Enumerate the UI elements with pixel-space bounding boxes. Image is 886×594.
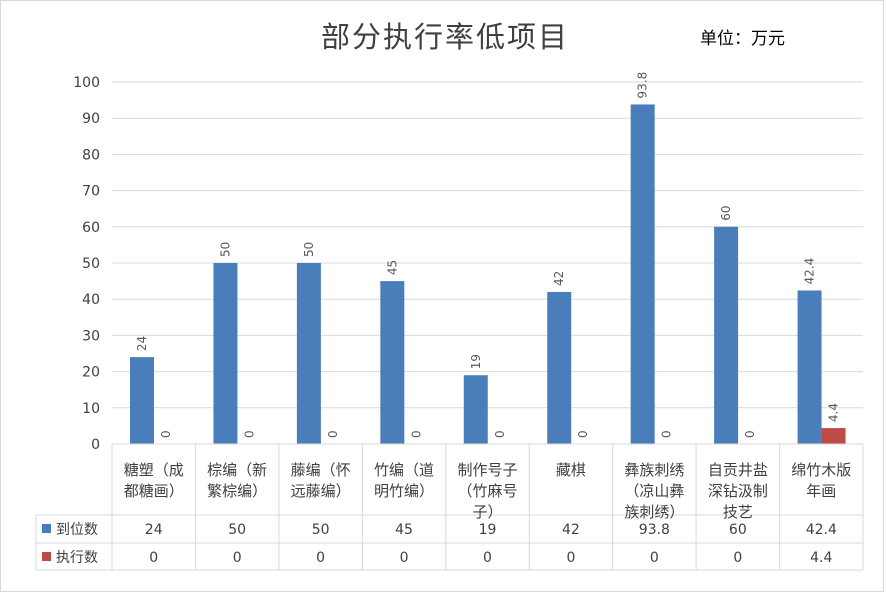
- bar-received-5: [547, 291, 572, 444]
- category-label-7-2: 技艺: [723, 503, 753, 521]
- legend-swatch-0: [42, 524, 51, 533]
- category-label-6-0: 彝族刺绣: [624, 461, 684, 479]
- data-label-received-0: 24: [135, 336, 149, 351]
- data-label-executed-2: 0: [326, 430, 340, 438]
- table-cell-0-3: 45: [395, 522, 413, 538]
- y-tick-label-9: 90: [82, 111, 100, 127]
- data-label-received-5: 42: [552, 271, 566, 286]
- y-tick-label-10: 100: [73, 75, 100, 91]
- data-label-received-3: 45: [385, 260, 399, 275]
- table-cell-0-0: 24: [145, 522, 163, 538]
- category-label-8-0: 绵竹木版: [791, 461, 851, 479]
- category-label-1-1: 繁棕编）: [207, 482, 267, 500]
- y-tick-label-5: 50: [82, 256, 100, 272]
- data-label-received-6: 93.8: [636, 72, 650, 99]
- data-label-received-2: 50: [302, 242, 316, 257]
- table-cell-1-5: 0: [566, 550, 575, 566]
- data-label-received-1: 50: [218, 242, 232, 257]
- category-label-4-2: 子）: [472, 503, 502, 521]
- y-tick-label-0: 0: [91, 437, 100, 453]
- category-label-3-1: 明竹编）: [374, 482, 434, 500]
- table-cell-1-7: 0: [733, 550, 742, 566]
- y-tick-label-6: 60: [82, 220, 100, 236]
- table-cell-1-4: 0: [483, 550, 492, 566]
- table-cell-1-1: 0: [233, 550, 242, 566]
- y-tick-label-1: 10: [82, 401, 100, 417]
- data-label-executed-7: 0: [743, 430, 757, 438]
- data-label-executed-5: 0: [576, 430, 590, 438]
- table-cell-1-2: 0: [316, 550, 325, 566]
- y-tick-label-2: 20: [82, 365, 100, 381]
- table-cell-0-4: 19: [479, 522, 497, 538]
- bar-received-8: [797, 290, 822, 444]
- data-label-received-8: 42.4: [803, 258, 817, 285]
- category-label-6-1: （凉山彝: [624, 482, 684, 500]
- y-tick-label-3: 30: [82, 328, 100, 344]
- data-label-executed-3: 0: [409, 430, 423, 438]
- category-label-7-1: 深钻汲制: [708, 482, 768, 500]
- table-cell-0-5: 42: [562, 522, 580, 538]
- bar-received-1: [213, 263, 238, 444]
- category-label-4-1: （竹麻号: [457, 482, 517, 500]
- category-label-5-0: 藏棋: [556, 461, 586, 479]
- bar-received-7: [714, 226, 739, 444]
- legend-label-0: 到位数: [56, 522, 98, 538]
- data-label-received-7: 60: [719, 206, 733, 221]
- data-label-executed-1: 0: [242, 430, 256, 438]
- data-label-executed-4: 0: [493, 430, 507, 438]
- bar-received-6: [630, 104, 655, 444]
- table-cell-0-1: 50: [228, 522, 246, 538]
- category-label-4-0: 制作号子: [457, 461, 517, 479]
- y-tick-label-4: 40: [82, 292, 100, 308]
- bar-received-4: [463, 375, 488, 444]
- table-cell-0-2: 50: [312, 522, 330, 538]
- y-tick-label-8: 80: [82, 147, 100, 163]
- category-label-7-0: 自贡井盐: [708, 461, 768, 479]
- category-label-3-0: 竹编（道: [374, 461, 434, 479]
- category-label-8-1: 年画: [806, 482, 836, 500]
- bar-received-0: [130, 357, 154, 444]
- table-cell-1-6: 0: [650, 550, 659, 566]
- table-cell-1-0: 0: [149, 550, 158, 566]
- bar-received-3: [380, 281, 405, 444]
- category-label-1-0: 棕编（新: [207, 461, 267, 479]
- table-cell-1-3: 0: [400, 550, 409, 566]
- data-label-received-4: 19: [469, 354, 483, 369]
- unit-label: 单位：万元: [700, 29, 785, 49]
- legend-label-1: 执行数: [56, 550, 98, 566]
- data-label-executed-6: 0: [660, 430, 674, 438]
- table-cell-1-8: 4.4: [810, 550, 832, 566]
- bar-executed-8: [821, 428, 846, 444]
- table-cell-0-8: 42.4: [806, 522, 837, 538]
- table-cell-0-7: 60: [729, 522, 747, 538]
- category-label-2-1: 远藤编）: [291, 482, 351, 500]
- legend-swatch-1: [42, 552, 51, 561]
- category-label-0-1: 都糖画）: [124, 482, 184, 500]
- category-label-6-2: 族刺绣）: [624, 503, 684, 521]
- y-tick-label-7: 70: [82, 184, 100, 200]
- table-cell-0-6: 93.8: [639, 522, 670, 538]
- data-label-executed-8: 4.4: [827, 403, 841, 422]
- data-label-executed-0: 0: [159, 430, 173, 438]
- category-label-0-0: 糖塑（成: [124, 461, 184, 479]
- chart-title: 部分执行率低项目: [320, 20, 569, 54]
- bar-received-2: [296, 263, 321, 444]
- category-label-2-0: 藤编（怀: [291, 461, 351, 479]
